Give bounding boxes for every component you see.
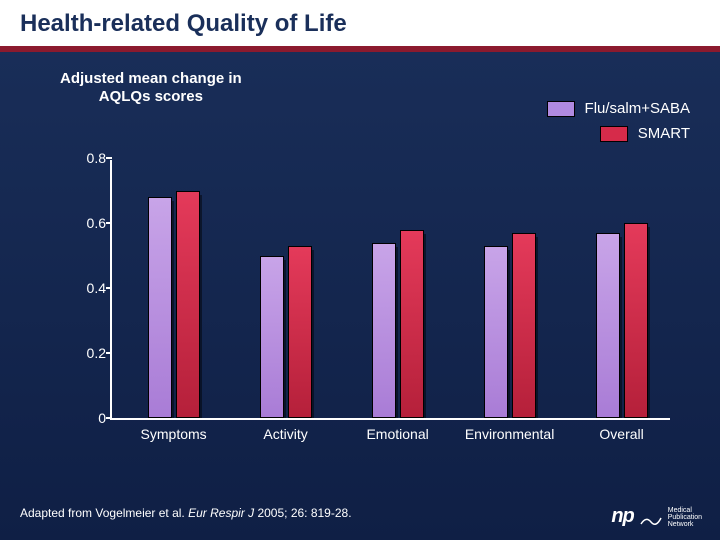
bar-group	[260, 246, 312, 418]
subtitle-line1: Adjusted mean change in	[60, 70, 242, 88]
bar-shadow	[535, 237, 538, 418]
bar-series-b	[176, 191, 200, 419]
bar-series-b	[512, 233, 536, 418]
bar-shadow	[199, 195, 202, 419]
bar-series-a	[596, 233, 620, 418]
x-tick-label: Overall	[599, 426, 643, 442]
citation-suffix: 2005; 26: 819-28.	[257, 506, 351, 520]
logo-small-text: Medical Publication Network	[668, 507, 702, 528]
bar-group	[148, 191, 200, 419]
bar-series-b	[400, 230, 424, 419]
logo-line2: Publication	[668, 514, 702, 521]
x-tick-label: Activity	[263, 426, 307, 442]
bar-series-a	[372, 243, 396, 419]
plot-area: 00.20.40.60.8SymptomsActivityEmotionalEn…	[110, 160, 670, 420]
legend-label-a: Flu/salm+SABA	[585, 100, 690, 117]
logo-np-text: np	[611, 505, 633, 528]
x-tick-label: Symptoms	[141, 426, 207, 442]
subtitle-line2: AQLQs scores	[60, 88, 242, 106]
page-title: Health-related Quality of Life	[0, 0, 720, 52]
bar-series-a	[260, 256, 284, 419]
wave-icon	[640, 514, 662, 528]
bar-shadow	[171, 201, 174, 418]
y-tick-mark	[106, 287, 112, 289]
citation: Adapted from Vogelmeier et al. Eur Respi…	[20, 506, 352, 520]
y-tick-label: 0.8	[72, 150, 106, 166]
legend-item-a: Flu/salm+SABA	[547, 100, 690, 117]
y-tick-label: 0.2	[72, 345, 106, 361]
legend-swatch-a	[547, 101, 575, 117]
bar-series-b	[288, 246, 312, 418]
citation-journal: Eur Respir J	[188, 506, 257, 520]
bar-shadow	[647, 227, 650, 418]
x-tick-label: Emotional	[366, 426, 428, 442]
bar-series-a	[148, 197, 172, 418]
bar-group	[484, 233, 536, 418]
y-tick-mark	[106, 222, 112, 224]
bar-shadow	[283, 260, 286, 419]
bar-chart: 00.20.40.60.8SymptomsActivityEmotionalEn…	[80, 160, 680, 440]
legend: Flu/salm+SABA SMART	[547, 100, 690, 150]
bar-group	[596, 223, 648, 418]
bar-group	[372, 230, 424, 419]
citation-prefix: Adapted from Vogelmeier et al.	[20, 506, 188, 520]
y-tick-label: 0.6	[72, 215, 106, 231]
y-tick-mark	[106, 417, 112, 419]
bar-series-a	[484, 246, 508, 418]
legend-label-b: SMART	[638, 125, 690, 142]
logo-line1: Medical	[668, 507, 702, 514]
bar-shadow	[395, 247, 398, 419]
logo-line3: Network	[668, 521, 702, 528]
legend-swatch-b	[600, 126, 628, 142]
y-tick-mark	[106, 352, 112, 354]
y-tick-mark	[106, 157, 112, 159]
bar-shadow	[619, 237, 622, 418]
x-tick-label: Environmental	[465, 426, 555, 442]
bar-series-b	[624, 223, 648, 418]
footer-logo: np Medical Publication Network	[611, 505, 702, 528]
bar-shadow	[423, 234, 426, 419]
y-tick-label: 0.4	[72, 280, 106, 296]
legend-item-b: SMART	[547, 125, 690, 142]
y-axis-subtitle: Adjusted mean change in AQLQs scores	[60, 70, 242, 106]
bar-shadow	[311, 250, 314, 418]
bar-shadow	[507, 250, 510, 418]
y-tick-label: 0	[72, 410, 106, 426]
